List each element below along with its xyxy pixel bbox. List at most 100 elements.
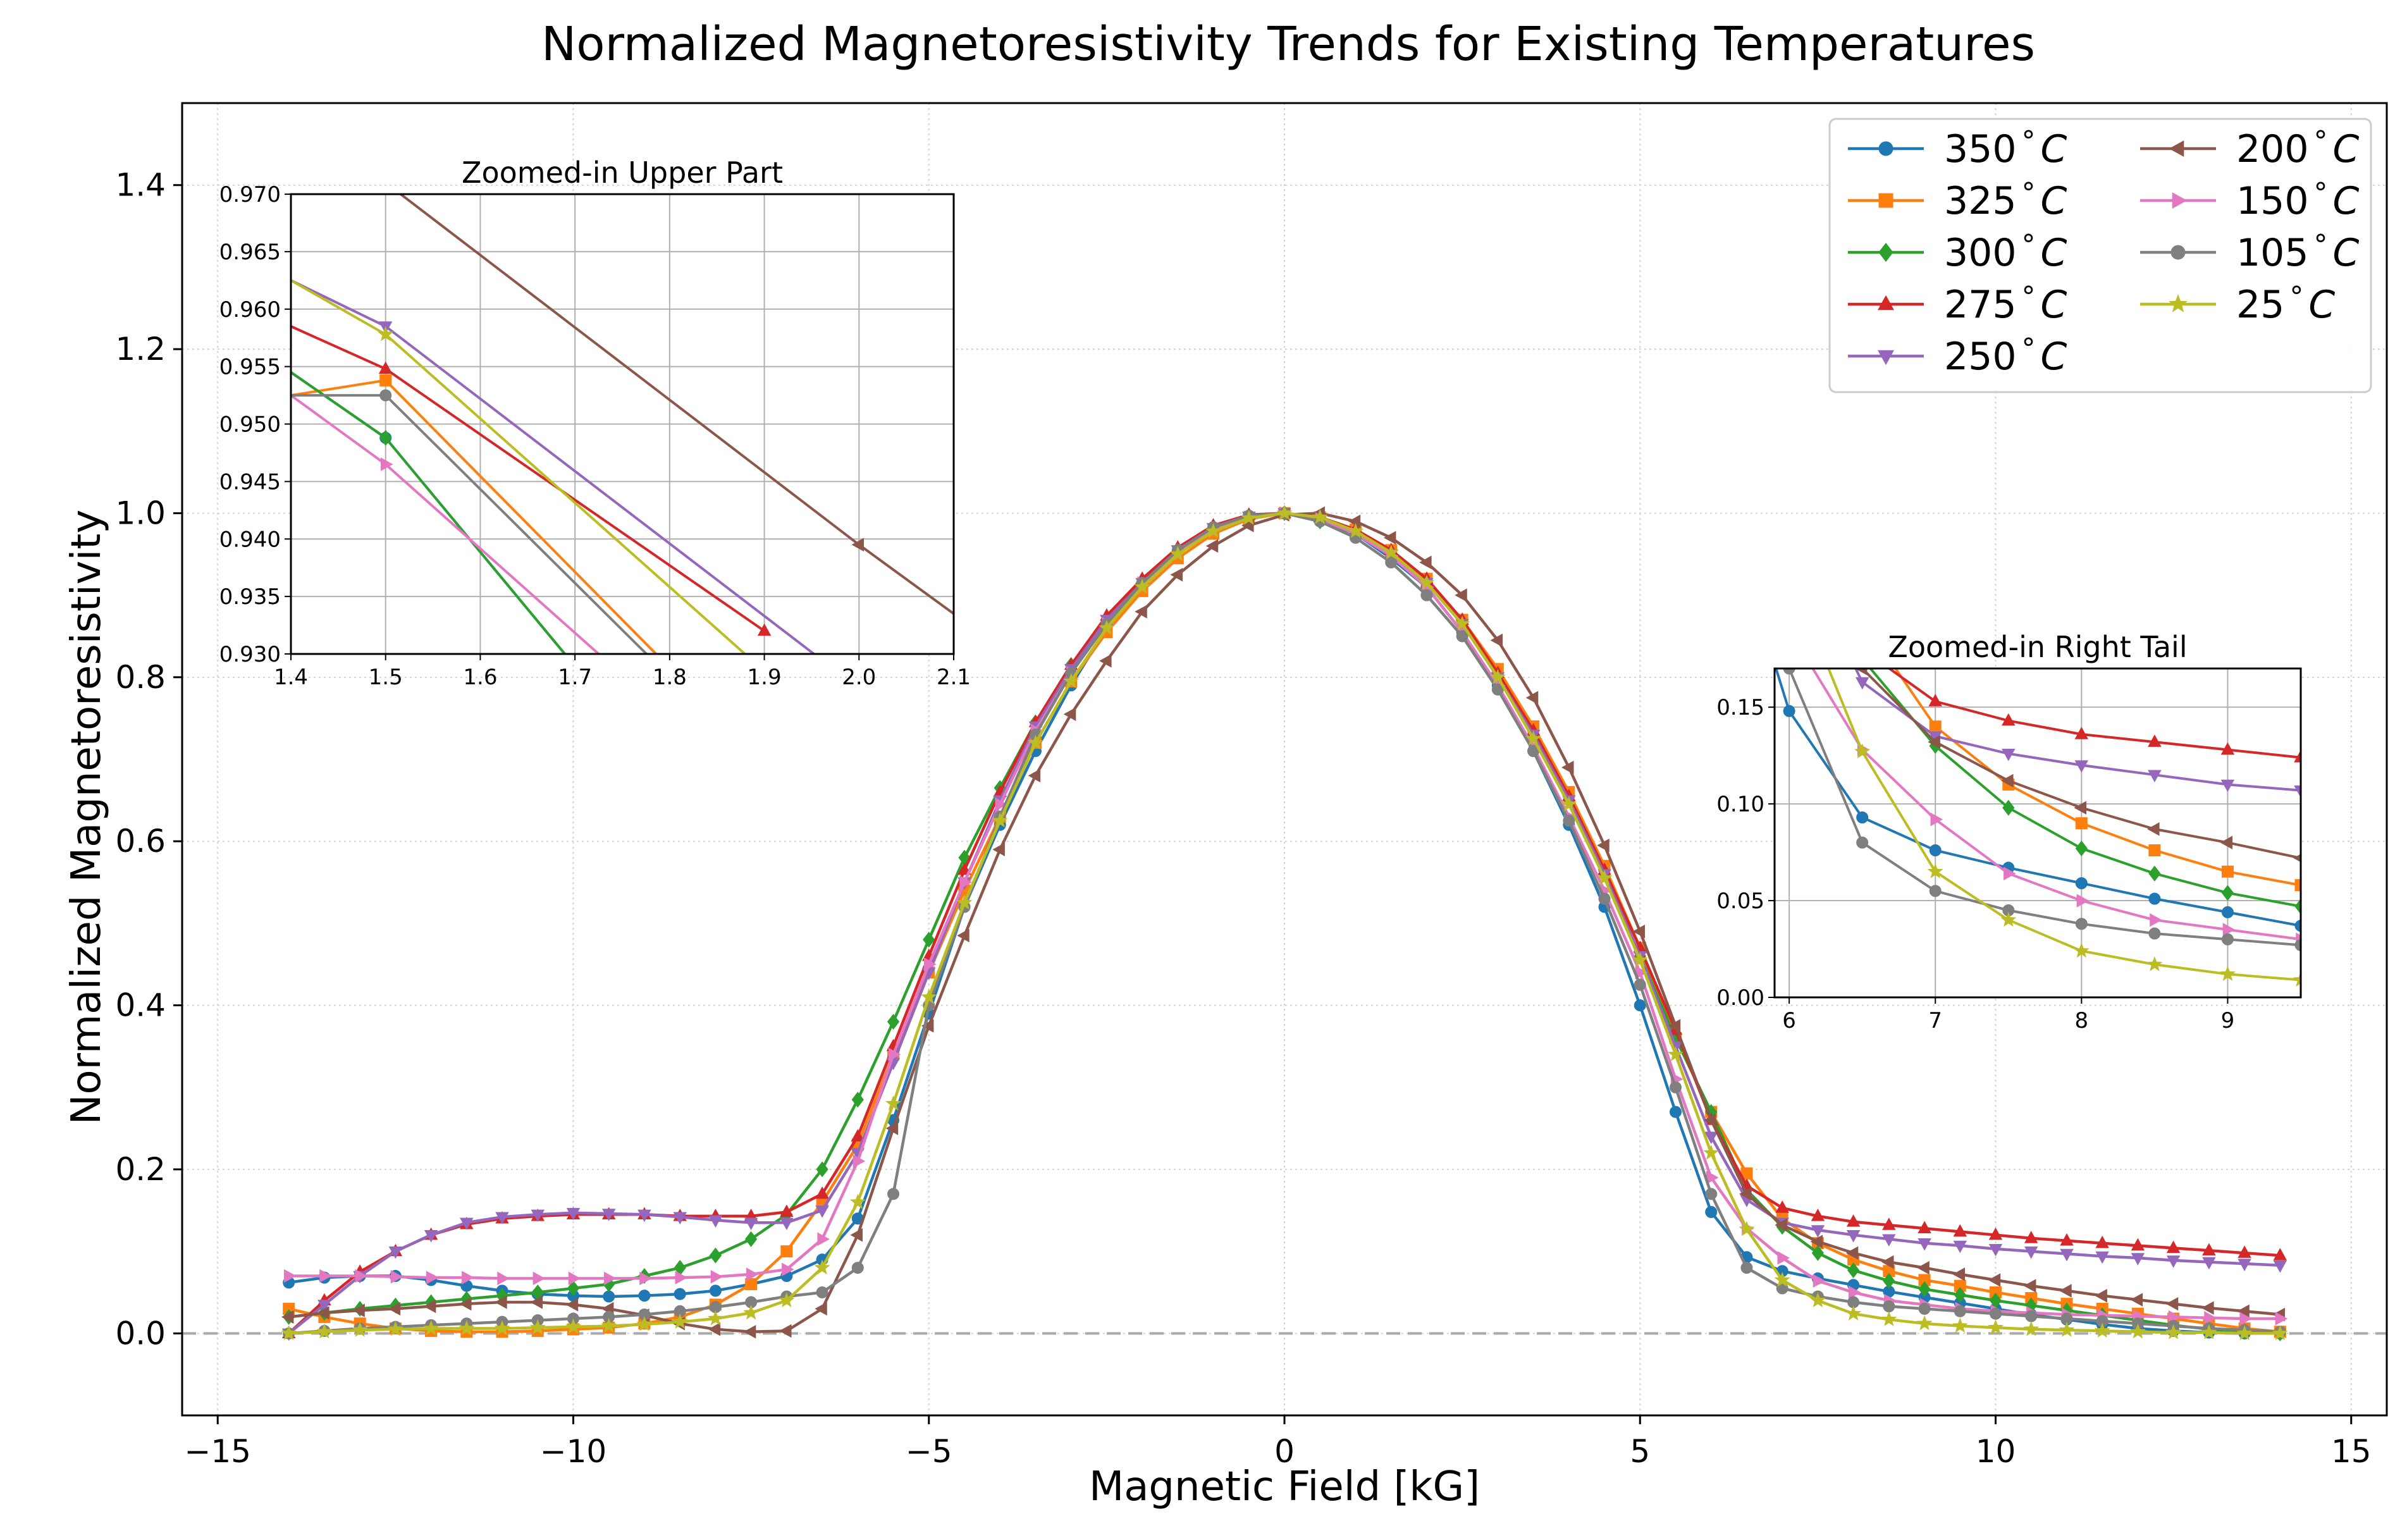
data-point-25 [1134,579,1150,594]
inset-tail-point-350 [2075,877,2088,890]
inset-tail-point-25 [1927,863,1943,878]
data-point-150 [497,1271,510,1286]
data-point-150 [532,1271,546,1286]
data-point-250 [1811,1225,1825,1238]
data-point-25 [529,1319,546,1334]
data-point-25 [2129,1323,2146,1339]
legend-unit: C [2333,231,2360,275]
inset-tail-point-150 [2222,923,2236,937]
data-point-25 [281,1325,297,1340]
data-point-300 [744,1231,758,1247]
data-point-150 [639,1271,652,1286]
data-point-105 [1990,1307,2002,1320]
legend-degree: ° [2314,229,2328,261]
inset-tail-point-200 [2220,835,2233,850]
inset-upper-line-200 [398,194,954,615]
data-point-275 [2238,1245,2251,1258]
data-point-350 [1705,1205,1718,1218]
data-point-350 [709,1284,722,1297]
data-point-25 [2165,1324,2182,1340]
legend-unit: C [2333,127,2360,171]
data-point-200 [2023,1279,2036,1293]
inset-tail-point-250 [2220,779,2235,792]
data-point-25 [1561,796,1577,811]
legend-entry-25: 25 ° C [2140,281,2335,327]
inset-tail-point-275 [1928,694,1942,706]
inset-tail-line-250 [1854,668,2301,792]
data-point-250 [460,1217,474,1231]
inset-tail-x-tick-label: 7 [1928,1008,1942,1033]
data-point-200 [743,1324,756,1339]
data-point-150 [888,1047,901,1062]
data-point-250 [2095,1251,2109,1264]
inset-tail-point-350 [2294,920,2301,932]
legend-unit: C [2333,179,2360,223]
data-point-250 [2273,1260,2287,1273]
data-point-25 [1916,1315,1933,1331]
legend-entry-275: 275 ° C [1848,281,2067,327]
data-point-105 [887,1188,900,1200]
data-point-105 [851,1262,864,1274]
legend-marker [2169,140,2184,157]
legend-unit: C [2308,283,2335,327]
legend-label-25: 25 ° C [2236,281,2335,327]
legend-label-275: 275 ° C [1944,281,2067,327]
data-point-300 [923,932,935,948]
data-point-25 [921,989,937,1004]
data-point-150 [462,1271,474,1284]
data-point-200 [388,1302,401,1316]
legend-marker [1878,193,1893,208]
data-point-25 [1525,730,1542,746]
chart-title: Normalized Magnetoresistivity Trends for… [541,17,2035,71]
inset-upper-series-200 [398,194,954,615]
data-point-25 [956,894,973,910]
data-point-25 [459,1320,475,1336]
data-point-25 [1988,1319,2004,1334]
inset-tail-line-350 [1775,668,2301,927]
data-point-350 [638,1290,651,1302]
inset-tail-point-325 [2148,844,2161,857]
legend-degree: ° [2022,125,2036,157]
data-point-105 [1740,1262,1753,1274]
data-point-250 [673,1212,687,1225]
data-point-300 [851,1092,864,1108]
y-tick-label: 1.0 [115,495,166,531]
inset-upper-y-tick-label: 0.935 [219,584,281,610]
data-point-325 [780,1245,793,1258]
data-point-25 [2094,1322,2110,1338]
data-point-200 [1845,1246,1859,1260]
inset-tail-line-325 [1893,668,2301,887]
inset-tail-point-250 [1855,677,1869,690]
legend-temp-value: 200 [2236,127,2309,171]
inset-upper-series-150 [291,394,601,654]
data-point-25 [1454,615,1470,631]
inset-tail-point-25 [2146,956,2163,971]
legend-temp-value: 105 [2236,231,2309,275]
data-point-25 [1347,522,1364,538]
legend-degree: ° [2022,333,2036,365]
inset-tail-frame [1773,667,2302,999]
data-point-275 [1918,1221,1931,1233]
inset-tail-point-200 [2000,773,2014,788]
inset-upper-y-tick-label: 0.960 [219,297,281,323]
data-point-200 [1063,707,1076,721]
data-point-275 [2273,1248,2287,1260]
inset-tail-point-300 [2002,799,2015,816]
data-point-250 [2024,1246,2038,1259]
x-tick-label: −5 [906,1433,952,1470]
data-point-250 [424,1230,438,1243]
inset-upper-x-tick-label: 1.5 [369,665,403,690]
legend-entry-200: 200 ° C [2140,125,2360,171]
inset-tail-point-325 [1929,720,1942,733]
inset-tail-point-275 [2148,734,2162,747]
y-tick-label: 0.6 [115,823,166,859]
data-point-250 [1704,1131,1718,1144]
data-point-105 [1705,1188,1718,1200]
data-point-250 [566,1208,581,1221]
data-point-200 [1952,1267,1965,1281]
data-point-25 [1881,1311,1897,1326]
legend-temp-value: 25 [2236,283,2284,327]
data-point-150 [319,1269,332,1283]
inset-tail-point-275 [2220,742,2235,755]
data-point-200 [565,1298,579,1312]
